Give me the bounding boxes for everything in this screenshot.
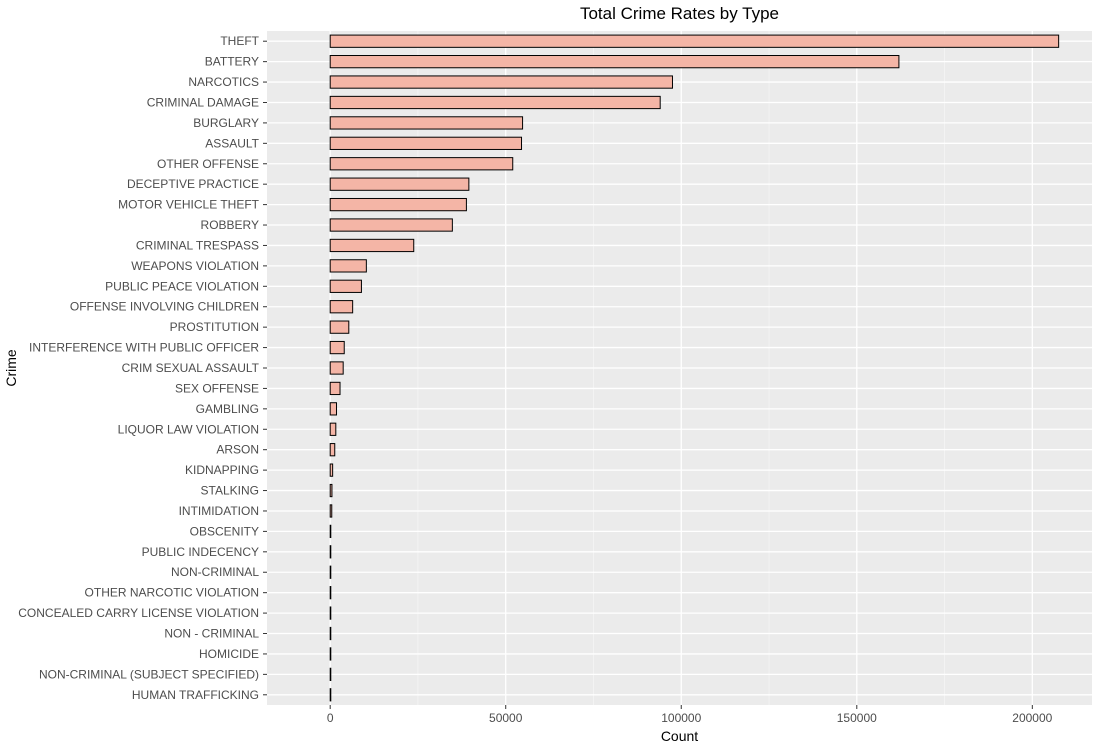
y-tick-label: KIDNAPPING xyxy=(185,463,259,477)
y-tick-label: GAMBLING xyxy=(196,402,259,416)
bar xyxy=(329,524,332,539)
bar xyxy=(329,606,332,620)
bar xyxy=(329,647,332,661)
y-tick-label: OTHER NARCOTIC VIOLATION xyxy=(85,586,259,600)
bar xyxy=(329,136,523,150)
y-tick-label: WEAPONS VIOLATION xyxy=(131,259,259,273)
y-axis-label: Crime xyxy=(3,349,19,387)
bar xyxy=(329,565,332,579)
x-tick-label: 150000 xyxy=(837,711,877,725)
y-tick-label: ROBBERY xyxy=(201,218,259,232)
bar xyxy=(329,218,453,232)
y-tick-label: OFFENSE INVOLVING CHILDREN xyxy=(70,300,259,314)
x-axis: 0 50000 100000 150000 200000 xyxy=(327,705,1053,725)
y-tick-label: OTHER OFFENSE xyxy=(157,157,259,171)
bar xyxy=(329,667,332,681)
bar xyxy=(329,177,470,191)
y-tick-label: STALKING xyxy=(201,484,259,498)
bar xyxy=(329,504,333,518)
bar xyxy=(329,320,350,334)
y-tick-label: MOTOR VEHICLE THEFT xyxy=(118,198,260,212)
y-tick-label: CRIMINAL DAMAGE xyxy=(147,95,259,109)
bar xyxy=(329,402,338,416)
bar xyxy=(329,340,345,355)
bar xyxy=(329,483,333,498)
bar xyxy=(329,279,362,293)
bar xyxy=(329,55,900,69)
bar xyxy=(329,238,415,253)
y-tick-label: LIQUOR LAW VIOLATION xyxy=(118,422,259,436)
bar xyxy=(329,626,332,641)
y-tick-label: NON-CRIMINAL (SUBJECT SPECIFIED) xyxy=(39,667,259,681)
bar xyxy=(329,157,514,171)
y-tick-label: ASSAULT xyxy=(205,136,259,150)
bar xyxy=(329,116,524,130)
x-tick-label: 100000 xyxy=(661,711,701,725)
y-axis: THEFT BATTERY NARCOTICS CRIMINAL DAMAGE BURG… xyxy=(18,34,267,702)
y-tick-label: DECEPTIVE PRACTICE xyxy=(127,177,259,191)
y-tick-label: CONCEALED CARRY LICENSE VIOLATION xyxy=(18,606,259,620)
y-tick-label: BURGLARY xyxy=(193,116,259,130)
y-tick-label: HOMICIDE xyxy=(199,647,259,661)
y-tick-label: OBSCENITY xyxy=(190,524,259,538)
bars xyxy=(329,34,1060,702)
bar xyxy=(329,443,336,457)
bar xyxy=(329,259,367,273)
y-tick-label: INTIMIDATION xyxy=(179,504,259,518)
bar xyxy=(329,688,332,702)
y-tick-label: HUMAN TRAFFICKING xyxy=(132,688,259,702)
bar xyxy=(329,381,341,396)
bar xyxy=(329,197,467,212)
x-tick-label: 200000 xyxy=(1012,711,1052,725)
bar xyxy=(329,586,332,600)
x-axis-label: Count xyxy=(661,728,698,744)
y-tick-label: NARCOTICS xyxy=(188,75,259,89)
y-tick-label: ARSON xyxy=(216,443,259,457)
chart-title: Total Crime Rates by Type xyxy=(580,4,779,23)
y-tick-label: NON - CRIMINAL xyxy=(164,627,259,641)
y-tick-label: SEX OFFENSE xyxy=(175,381,259,395)
bar xyxy=(329,361,344,375)
y-tick-label: PROSTITUTION xyxy=(170,320,259,334)
y-tick-label: INTERFERENCE WITH PUBLIC OFFICER xyxy=(29,341,259,355)
bar xyxy=(329,75,673,89)
y-tick-label: CRIM SEXUAL ASSAULT xyxy=(122,361,260,375)
y-tick-label: PUBLIC INDECENCY xyxy=(142,545,259,559)
bar xyxy=(329,34,1060,48)
x-tick-label: 0 xyxy=(327,711,334,725)
bar xyxy=(329,463,334,477)
bar xyxy=(329,422,337,436)
bar xyxy=(329,300,354,314)
x-tick-label: 50000 xyxy=(489,711,523,725)
bar xyxy=(329,95,661,110)
y-tick-label: PUBLIC PEACE VIOLATION xyxy=(105,279,259,293)
y-tick-label: THEFT xyxy=(220,34,259,48)
bar xyxy=(329,545,332,559)
y-tick-label: BATTERY xyxy=(205,55,259,69)
y-tick-label: CRIMINAL TRESPASS xyxy=(136,238,259,252)
y-tick-label: NON-CRIMINAL xyxy=(171,565,259,579)
